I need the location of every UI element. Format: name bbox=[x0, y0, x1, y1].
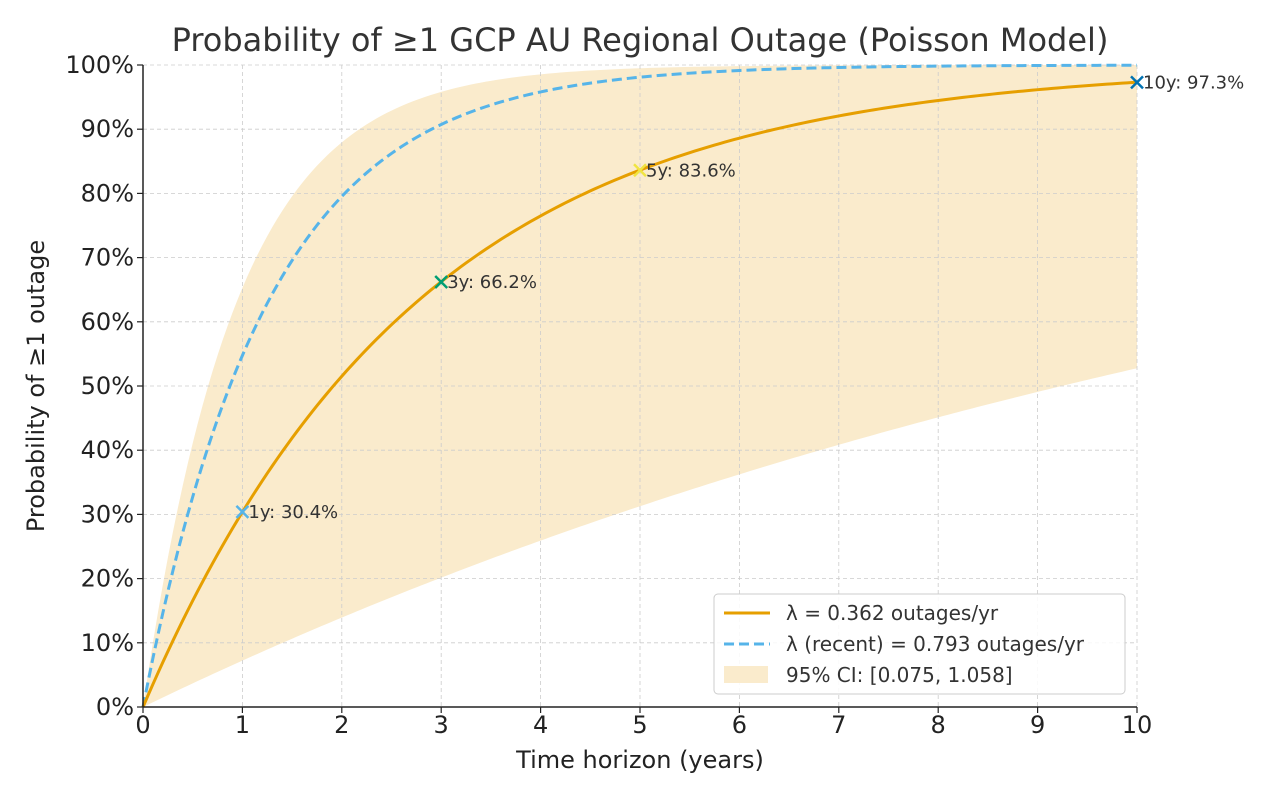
annotation-label: 10y: 97.3% bbox=[1143, 72, 1244, 93]
y-ticks: 0% 10% 20% 30% 40% 50% 60% 70% 80% 90% 100% bbox=[65, 51, 143, 721]
annotation-1y: 1y: 30.4% bbox=[235, 502, 338, 523]
y-tick-label: 70% bbox=[81, 244, 134, 272]
x-axis-title: Time horizon (years) bbox=[515, 746, 764, 774]
y-tick-label: 30% bbox=[81, 500, 134, 528]
x-tick-label: 3 bbox=[434, 711, 449, 739]
annotation-marker bbox=[633, 163, 647, 178]
x-tick-label: 2 bbox=[334, 711, 349, 739]
x-tick-label: 1 bbox=[235, 711, 250, 739]
y-tick-label: 60% bbox=[81, 308, 134, 336]
x-tick-label: 7 bbox=[831, 711, 846, 739]
legend-swatch-ci bbox=[724, 666, 768, 683]
y-tick-label: 40% bbox=[81, 436, 134, 464]
annotation-10y: 10y: 97.3% bbox=[1130, 72, 1244, 93]
y-axis-title: Probability of ≥1 outage bbox=[22, 240, 50, 532]
legend: λ = 0.362 outages/yr λ (recent) = 0.793 … bbox=[713, 593, 1126, 695]
annotation-label: 1y: 30.4% bbox=[248, 502, 338, 523]
x-tick-label: 8 bbox=[931, 711, 946, 739]
x-tick-label: 10 bbox=[1122, 711, 1153, 739]
y-tick-label: 80% bbox=[81, 179, 134, 207]
x-tick-label: 0 bbox=[135, 711, 150, 739]
y-tick-label: 0% bbox=[96, 693, 134, 721]
x-tick-label: 9 bbox=[1030, 711, 1045, 739]
annotation-5y: 5y: 83.6% bbox=[633, 160, 736, 181]
annotation-marker bbox=[1130, 75, 1144, 90]
y-tick-label: 20% bbox=[81, 565, 134, 593]
x-tick-label: 6 bbox=[732, 711, 747, 739]
annotation-label: 5y: 83.6% bbox=[646, 160, 736, 181]
y-tick-label: 90% bbox=[81, 115, 134, 143]
x-tick-label: 5 bbox=[632, 711, 647, 739]
annotation-marker bbox=[235, 504, 250, 519]
y-tick-label: 50% bbox=[81, 372, 134, 400]
y-tick-label: 10% bbox=[81, 629, 134, 657]
chart-title: Probability of ≥1 GCP AU Regional Outage… bbox=[172, 21, 1109, 59]
annotation-label: 3y: 66.2% bbox=[447, 272, 537, 293]
annotation-layer: 1y: 30.4% 3y: 66.2% 5y: 83.6% 10y: 97.3% bbox=[235, 72, 1244, 523]
legend-box bbox=[713, 593, 1126, 695]
x-tick-label: 4 bbox=[533, 711, 548, 739]
annotation-3y: 3y: 66.2% bbox=[434, 272, 537, 293]
plot-area: 1y: 30.4% 3y: 66.2% 5y: 83.6% 10y: 97.3% bbox=[141, 63, 1244, 708]
legend-label-lambda-main: λ = 0.362 outages/yr bbox=[786, 601, 999, 625]
legend-label-lambda-recent: λ (recent) = 0.793 outages/yr bbox=[786, 632, 1085, 656]
series-line-lambda-recent bbox=[141, 63, 1138, 708]
y-tick-label: 100% bbox=[65, 51, 134, 79]
legend-label-ci: 95% CI: [0.075, 1.058] bbox=[786, 663, 1013, 687]
x-ticks: 0 1 2 3 4 5 6 7 8 9 10 bbox=[135, 707, 1152, 739]
annotation-marker bbox=[434, 275, 449, 289]
